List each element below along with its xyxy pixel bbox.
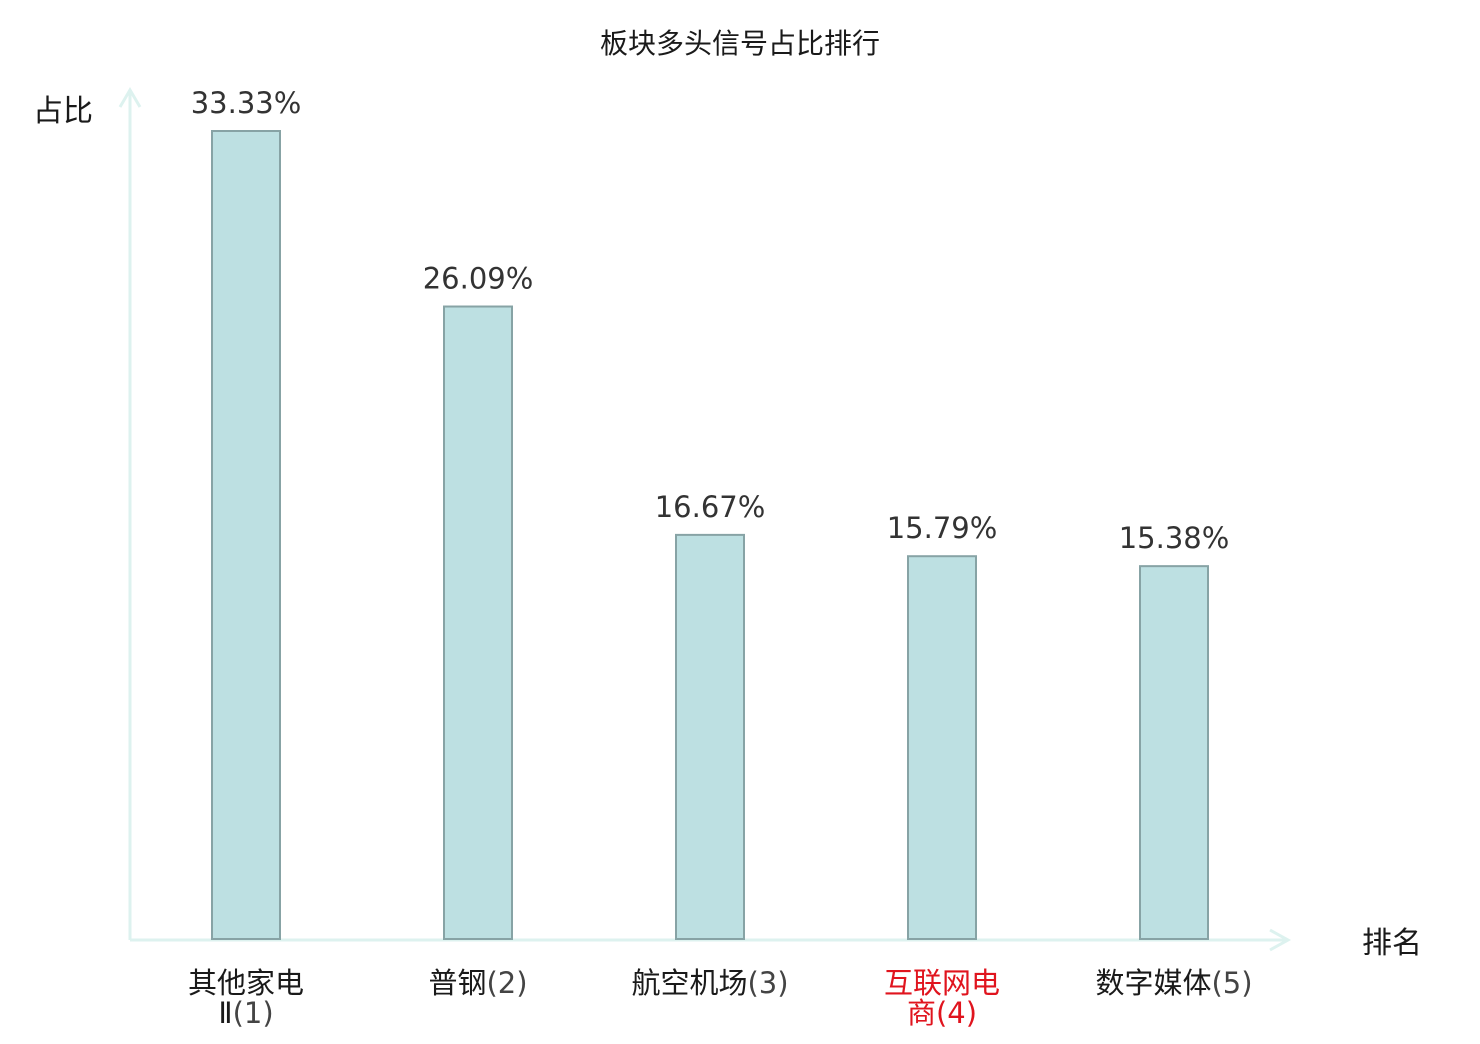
category-labels-group: 其他家电 Ⅱ(1) 普钢(2) 航空机场(3) 互联网电商(4) 数字媒体(5) xyxy=(188,966,1253,1030)
category-rank: (2) xyxy=(486,966,527,1000)
y-axis-title: 占比 xyxy=(33,94,93,129)
x-axis-arrow xyxy=(1269,928,1292,952)
value-label-5: 15.38% xyxy=(1119,521,1230,555)
category-name-line: 互联网电 xyxy=(884,966,1000,1000)
value-labels-group: 33.33% 26.09% 16.67% 15.79% 15.38% xyxy=(191,86,1230,555)
bar-2 xyxy=(443,305,513,940)
category-label-5: 数字媒体(5) xyxy=(1095,966,1252,1000)
bars-group xyxy=(211,130,1209,940)
value-label-2: 26.09% xyxy=(423,262,534,296)
category-label-1: 其他家电 Ⅱ(1) xyxy=(188,966,304,1030)
bar-5 xyxy=(1139,565,1209,940)
value-label-3: 16.67% xyxy=(655,490,766,524)
category-name-line: 商 xyxy=(907,996,936,1030)
category-label-4: 互联网电商(4) xyxy=(884,966,1000,1030)
bar-3 xyxy=(675,533,745,940)
y-axis-arrow xyxy=(118,87,142,108)
category-name-line: 数字媒体 xyxy=(1095,966,1211,1000)
category-label-2: 普钢(2) xyxy=(428,966,527,1000)
bar-4 xyxy=(907,555,977,940)
value-label-1: 33.33% xyxy=(191,86,302,120)
value-label-4: 15.79% xyxy=(887,511,998,545)
category-rank: (1) xyxy=(233,996,274,1030)
bar-1 xyxy=(211,130,281,940)
category-rank: (3) xyxy=(747,966,788,1000)
x-axis-title: 排名 xyxy=(1362,926,1422,961)
category-name-line: 其他家电 xyxy=(188,966,304,1000)
category-name-line: 航空机场 xyxy=(631,966,747,1000)
category-name-line: 普钢 xyxy=(428,966,486,1000)
category-label-3: 航空机场(3) xyxy=(631,966,788,1000)
category-rank: (4) xyxy=(936,996,977,1030)
category-name-line: Ⅱ xyxy=(218,996,232,1030)
category-rank: (5) xyxy=(1211,966,1252,1000)
chart-title: 板块多头信号占比排行 xyxy=(600,27,880,60)
